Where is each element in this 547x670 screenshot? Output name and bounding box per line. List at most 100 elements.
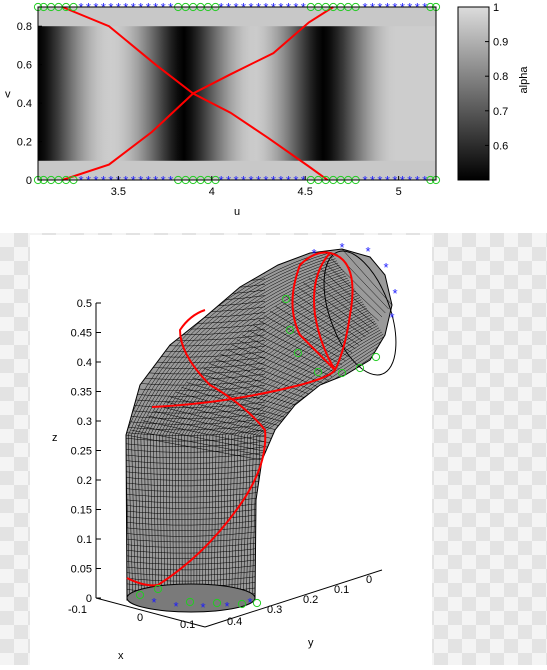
colorbar xyxy=(457,6,490,181)
tube-top-opening xyxy=(323,250,397,376)
mesh-longitude-line xyxy=(216,316,373,600)
mesh-ring-line xyxy=(126,272,266,280)
y-tick-label: 0 xyxy=(366,574,372,586)
surface-figure: 0 0.05 0.1 0.15 0.2 0.25 0.3 0.35 0.4 0.45 0.5 z -0.… xyxy=(30,235,432,665)
mesh-longitude-line xyxy=(211,312,370,600)
mesh-ring-line xyxy=(148,415,276,445)
heatmap-chart: * * * * * * * * * * * * * * * * * * * * * * * * * * * * * * * * * ** * * * * *… xyxy=(5,0,530,218)
y-tick-label: 0.4 xyxy=(227,616,242,628)
y-tick-label: 0.3 xyxy=(267,604,282,616)
x-tick-label: -0.1 xyxy=(68,604,87,616)
mesh-ring-line xyxy=(319,267,379,322)
mesh-ring-line xyxy=(214,358,316,397)
mesh-ring-line xyxy=(126,401,266,408)
constant-band-1 xyxy=(38,7,436,27)
blue-star-marker: * xyxy=(383,260,388,275)
mesh-ring-line xyxy=(131,429,266,457)
y-axis-label: v xyxy=(5,89,11,101)
y-tick-label: 0.1 xyxy=(334,584,349,596)
mesh-ring-line xyxy=(325,263,383,318)
mesh-longitude-line xyxy=(222,321,376,600)
green-circle-marker xyxy=(313,367,323,377)
mesh-ring-line xyxy=(164,401,286,433)
mesh-ring-line xyxy=(126,418,266,425)
green-circle-marker xyxy=(281,294,291,304)
mesh-ring-line xyxy=(126,468,266,476)
x-tick-label: 4.5 xyxy=(298,186,313,198)
z-axis-label: z xyxy=(52,432,58,444)
red-curve-0 xyxy=(61,6,329,181)
mesh-ring-line xyxy=(126,541,266,548)
mesh-ring-line xyxy=(236,339,329,381)
mesh-ring-line xyxy=(297,286,366,337)
z-tick-label: 0.45 xyxy=(71,328,92,340)
y-tick-label: 0.2 xyxy=(17,137,32,149)
mesh-ring-line xyxy=(208,363,313,401)
mesh-ring-line xyxy=(186,382,299,417)
mesh-ring-line xyxy=(126,435,266,442)
y-axis-label: y xyxy=(308,637,314,649)
heatmap-figure: * * * * * * * * * * * * * * * * * * * * * * * * * * * * * * * * * * * * * * * *… xyxy=(0,0,547,228)
mesh-ring-line xyxy=(203,367,309,405)
mesh-longitude-line xyxy=(243,336,385,600)
surface-chart: 0 0.05 0.1 0.15 0.2 0.25 0.3 0.35 0.4 0.45 0.5 z -0.… xyxy=(52,240,398,662)
z-tick-label: 0.35 xyxy=(71,387,92,399)
mesh-longitude-line xyxy=(156,273,346,600)
mesh-ring-line xyxy=(192,377,303,413)
red-seam-curve xyxy=(126,309,267,587)
mesh-ring-line xyxy=(197,372,306,409)
blue-star-marker: * xyxy=(392,286,397,301)
z-tick-label: 0.15 xyxy=(71,505,92,517)
mesh-longitude-line xyxy=(126,251,332,600)
mesh-longitude-line xyxy=(126,249,331,600)
mesh-ring-line xyxy=(308,277,373,330)
y-tick-label: 0.8 xyxy=(17,21,32,33)
mesh-ring-line xyxy=(126,480,266,487)
green-circle-marker xyxy=(337,368,347,378)
mesh-ring-line xyxy=(126,524,266,532)
z-tick-label: 0.4 xyxy=(77,357,92,369)
blue-star-marker: * xyxy=(311,246,316,261)
mesh-longitude-line xyxy=(140,262,339,600)
y-tick-label: 0.2 xyxy=(303,594,318,606)
axes-frame xyxy=(37,6,437,181)
red-seam-curve xyxy=(329,252,354,371)
blue-star-marker: * xyxy=(151,595,156,610)
mesh-longitude-line xyxy=(149,269,343,600)
colorbar-tick-label: 1 xyxy=(493,2,499,14)
green-circle-marker xyxy=(371,352,381,362)
mesh-longitude-line xyxy=(199,303,365,600)
green-circle-marker xyxy=(252,598,262,608)
mesh-ring-line xyxy=(126,463,266,470)
mesh-ring-line xyxy=(126,564,266,571)
mesh-ring-line xyxy=(175,391,293,425)
colorbar-tick-label: 0.7 xyxy=(493,106,508,118)
mesh-ring-line xyxy=(126,407,266,414)
mesh-ring-line xyxy=(137,425,269,453)
green-circle-marker xyxy=(153,584,163,594)
colorbar-tick-label: 0.9 xyxy=(493,37,508,49)
colorbar-label: alpha xyxy=(518,66,530,94)
mesh-ring-line xyxy=(126,457,266,464)
red-curve-1 xyxy=(61,6,334,181)
mesh-longitude-line xyxy=(143,264,340,600)
mesh-ring-line xyxy=(341,249,392,306)
mesh-longitude-line xyxy=(208,310,369,600)
mesh-longitude-line xyxy=(219,318,374,600)
mesh-longitude-line xyxy=(228,325,378,600)
mesh-ring-line xyxy=(126,412,266,420)
x-axis-line xyxy=(95,597,206,628)
alpha-image xyxy=(38,7,436,180)
mesh-ring-line xyxy=(126,267,266,274)
z-tick-label: 0.5 xyxy=(77,298,92,310)
mesh-ring-line xyxy=(220,353,319,393)
blue-star-marker: * xyxy=(200,600,205,615)
mesh-longitude-line xyxy=(128,254,333,600)
mesh-grid xyxy=(126,249,392,600)
mesh-ring-line xyxy=(242,334,333,377)
blue-star-marker: * xyxy=(389,310,394,325)
mesh-ring-line xyxy=(126,424,266,431)
mesh-ring-line xyxy=(159,406,283,437)
constant-band-0 xyxy=(38,160,436,180)
mesh-ring-line xyxy=(126,278,266,285)
